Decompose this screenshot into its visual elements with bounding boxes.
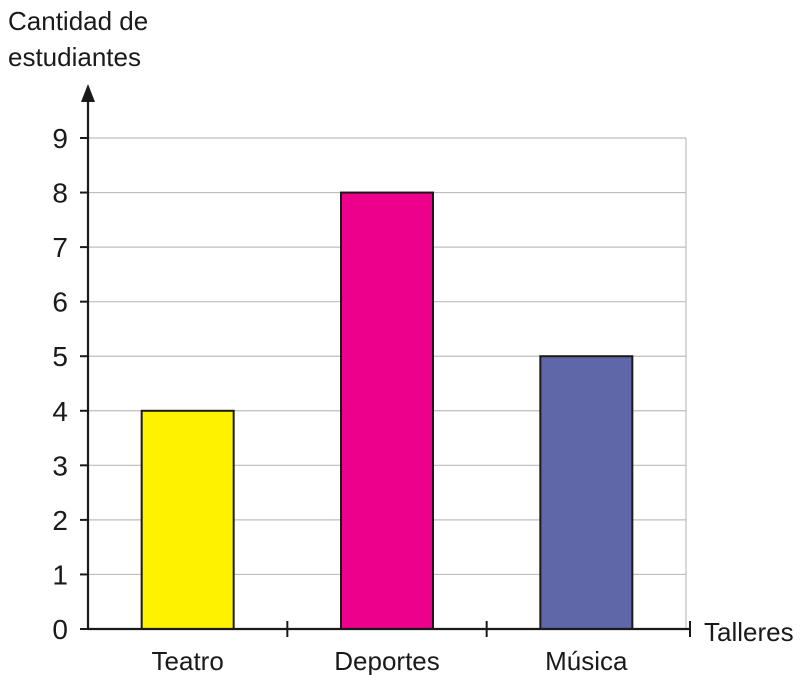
y-tick-label: 7 — [52, 232, 68, 263]
bar-teatro — [140, 409, 235, 630]
axes — [80, 84, 691, 637]
y-axis-arrow-icon — [81, 84, 95, 102]
y-axis-label-line-1: Cantidad de — [8, 6, 148, 36]
y-tick-label: 1 — [52, 559, 68, 590]
labels: Cantidad de estudiantes Talleres 0 1 2 3 4 5 6… — [8, 6, 794, 675]
y-tick-label: 8 — [52, 178, 68, 209]
y-tick-label: 4 — [52, 396, 68, 427]
y-tick-label: 0 — [52, 614, 68, 645]
x-axis-label: Talleres — [704, 617, 794, 647]
y-tick-label: 2 — [52, 505, 68, 536]
x-category-label: Música — [545, 646, 628, 675]
y-axis-label-line-2: estudiantes — [8, 42, 141, 72]
x-category-label: Deportes — [334, 646, 440, 675]
y-tick-label: 3 — [52, 450, 68, 481]
y-tick-label: 6 — [52, 287, 68, 318]
bar-deportes — [340, 191, 434, 631]
bar-musica — [539, 355, 634, 630]
y-tick-label: 9 — [52, 123, 68, 154]
x-category-label: Teatro — [152, 646, 224, 675]
y-tick-label: 5 — [52, 341, 68, 372]
bars — [140, 191, 634, 631]
